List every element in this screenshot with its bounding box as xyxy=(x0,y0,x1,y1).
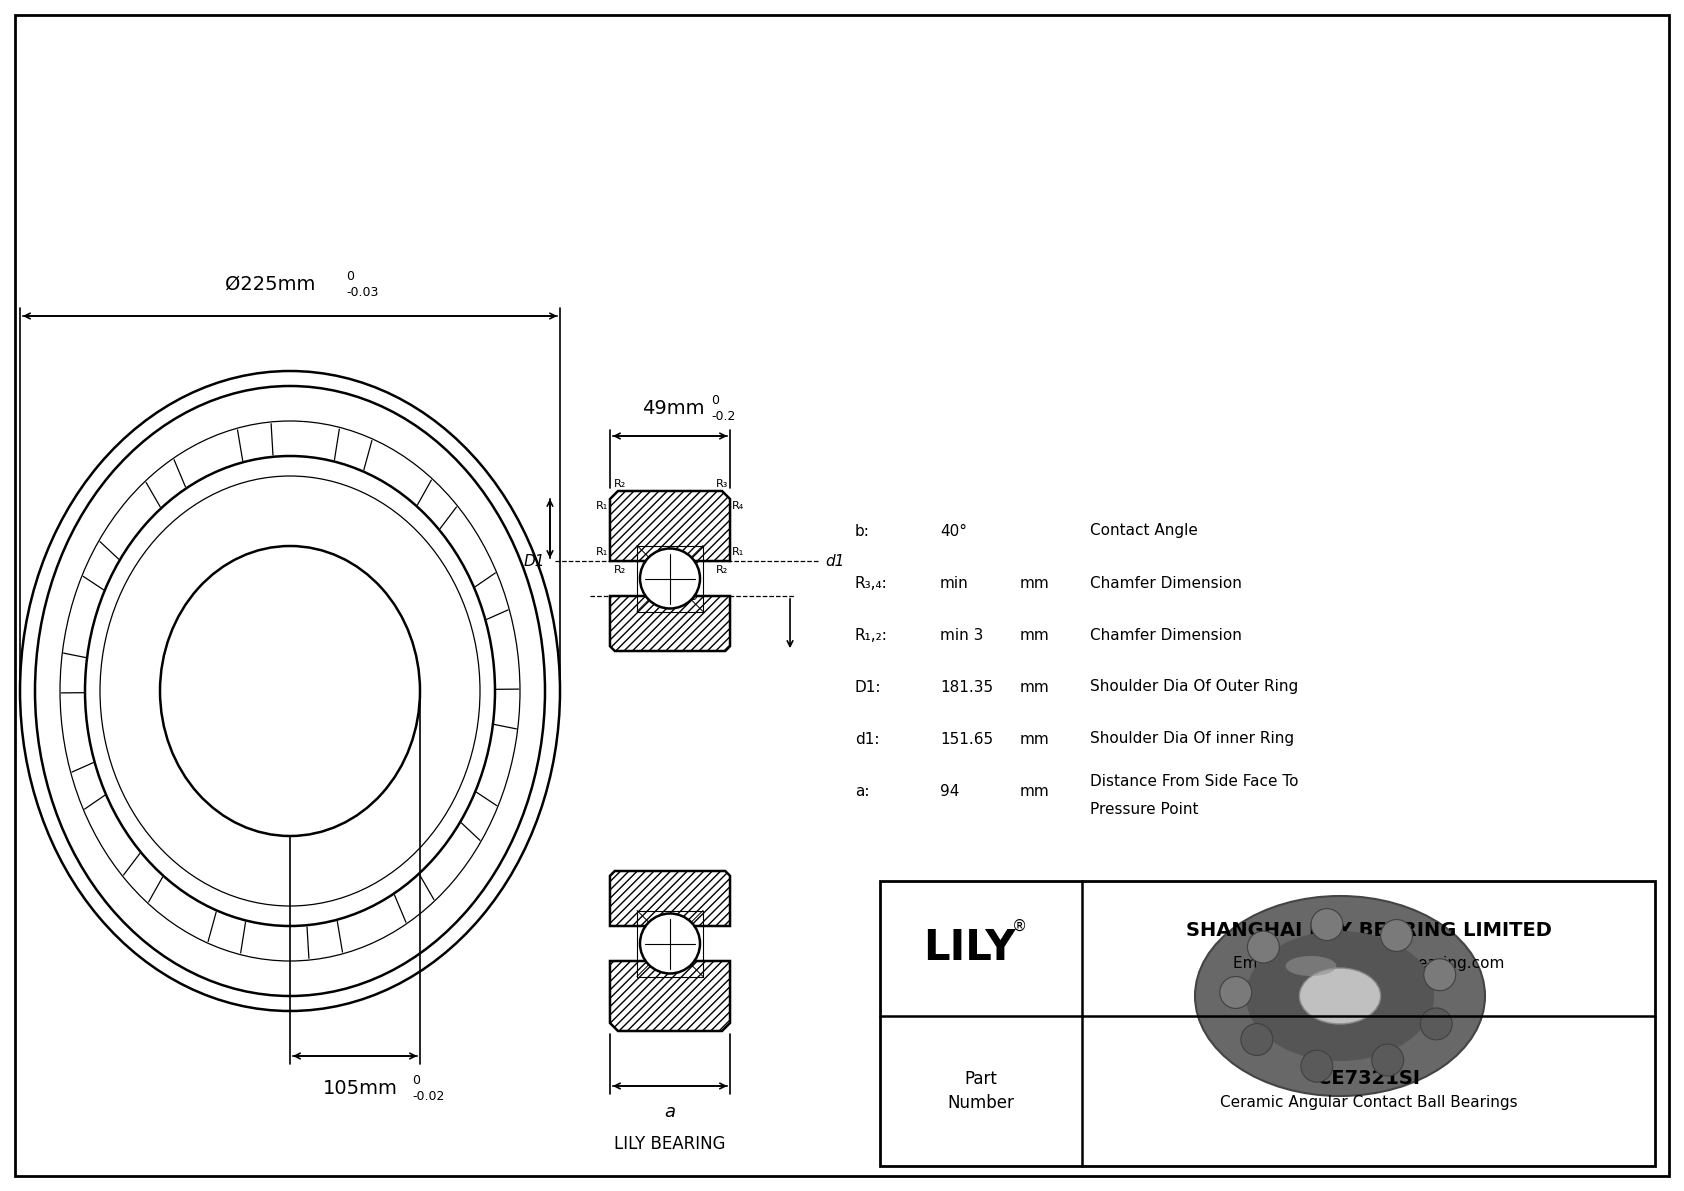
Circle shape xyxy=(640,549,701,609)
Text: LILY: LILY xyxy=(923,928,1015,969)
Text: 151.65: 151.65 xyxy=(940,731,994,747)
Text: D1: D1 xyxy=(524,554,546,568)
Circle shape xyxy=(1310,909,1342,941)
Text: -0.02: -0.02 xyxy=(413,1090,445,1103)
Text: Distance From Side Face To: Distance From Side Face To xyxy=(1090,774,1298,790)
Text: R₁: R₁ xyxy=(733,547,744,557)
Text: a: a xyxy=(665,1103,675,1121)
Text: 0: 0 xyxy=(413,1073,419,1086)
Text: LILY BEARING: LILY BEARING xyxy=(615,1135,726,1153)
Text: min: min xyxy=(940,575,968,591)
Text: a:: a: xyxy=(855,784,869,798)
Text: R₄: R₄ xyxy=(733,501,744,511)
Text: b:: b: xyxy=(855,524,871,538)
Text: R₃,₄:: R₃,₄: xyxy=(855,575,887,591)
Ellipse shape xyxy=(1246,931,1435,1061)
Bar xyxy=(881,881,1655,1166)
Text: Shoulder Dia Of Outer Ring: Shoulder Dia Of Outer Ring xyxy=(1090,680,1298,694)
Text: mm: mm xyxy=(1021,680,1049,694)
Text: min 3: min 3 xyxy=(940,628,983,642)
Polygon shape xyxy=(610,491,731,561)
Circle shape xyxy=(1372,1045,1404,1075)
Ellipse shape xyxy=(1196,896,1485,1096)
Polygon shape xyxy=(610,871,731,925)
Text: -0.2: -0.2 xyxy=(711,410,736,423)
Text: mm: mm xyxy=(1021,731,1049,747)
Text: mm: mm xyxy=(1021,784,1049,798)
Text: R₂: R₂ xyxy=(615,479,626,490)
Text: Part
Number: Part Number xyxy=(948,1070,1014,1112)
Text: SHANGHAI LILY BEARING LIMITED: SHANGHAI LILY BEARING LIMITED xyxy=(1186,921,1551,940)
Text: R₂: R₂ xyxy=(716,565,727,575)
Circle shape xyxy=(1219,977,1251,1009)
Polygon shape xyxy=(610,596,731,651)
Text: Ø225mm: Ø225mm xyxy=(224,274,315,293)
Circle shape xyxy=(1423,959,1455,991)
Text: D1:: D1: xyxy=(855,680,881,694)
Text: CE7321SI: CE7321SI xyxy=(1317,1070,1420,1089)
Text: Chamfer Dimension: Chamfer Dimension xyxy=(1090,628,1241,642)
Text: Shoulder Dia Of inner Ring: Shoulder Dia Of inner Ring xyxy=(1090,731,1293,747)
Text: b: b xyxy=(690,590,697,603)
Text: 105mm: 105mm xyxy=(323,1079,397,1097)
Text: mm: mm xyxy=(1021,575,1049,591)
Text: 40°: 40° xyxy=(940,524,967,538)
Text: d1:: d1: xyxy=(855,731,879,747)
Text: R₁: R₁ xyxy=(596,501,608,511)
Circle shape xyxy=(1248,931,1280,964)
Text: R₁: R₁ xyxy=(596,547,608,557)
Text: 49mm: 49mm xyxy=(642,399,704,418)
Circle shape xyxy=(1241,1023,1273,1055)
Text: Ceramic Angular Contact Ball Bearings: Ceramic Angular Contact Ball Bearings xyxy=(1219,1096,1517,1110)
Text: Email: lilybearing@lily-bearing.com: Email: lilybearing@lily-bearing.com xyxy=(1233,956,1504,971)
Text: R₁,₂:: R₁,₂: xyxy=(855,628,887,642)
Text: Contact Angle: Contact Angle xyxy=(1090,524,1197,538)
Text: R₂: R₂ xyxy=(615,565,626,575)
Text: d1: d1 xyxy=(825,554,844,568)
Circle shape xyxy=(1381,919,1413,952)
Circle shape xyxy=(1302,1050,1332,1083)
Text: 0: 0 xyxy=(711,393,719,406)
Text: -0.03: -0.03 xyxy=(345,286,379,299)
Text: Chamfer Dimension: Chamfer Dimension xyxy=(1090,575,1241,591)
Text: 0: 0 xyxy=(345,269,354,282)
Text: ®: ® xyxy=(1012,919,1027,934)
Text: Pressure Point: Pressure Point xyxy=(1090,802,1199,817)
Circle shape xyxy=(1420,1008,1452,1040)
Ellipse shape xyxy=(1300,968,1381,1024)
Text: 181.35: 181.35 xyxy=(940,680,994,694)
Text: mm: mm xyxy=(1021,628,1049,642)
Circle shape xyxy=(640,913,701,973)
Text: R₃: R₃ xyxy=(716,479,727,490)
Polygon shape xyxy=(610,961,731,1031)
Text: 94: 94 xyxy=(940,784,960,798)
Ellipse shape xyxy=(1285,956,1337,975)
